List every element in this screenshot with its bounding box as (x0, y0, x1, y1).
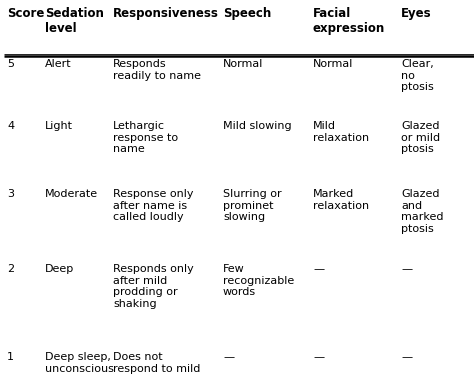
Text: Deep sleep,
unconscious: Deep sleep, unconscious (45, 352, 114, 374)
Text: Sedation
level: Sedation level (45, 7, 104, 35)
Text: Speech: Speech (223, 7, 271, 20)
Text: Deep: Deep (45, 264, 74, 274)
Text: —: — (313, 352, 324, 362)
Text: 2: 2 (7, 264, 14, 274)
Text: —: — (313, 264, 324, 274)
Text: —: — (401, 264, 412, 274)
Text: Marked
relaxation: Marked relaxation (313, 189, 369, 211)
Text: Slurring or
prominet
slowing: Slurring or prominet slowing (223, 189, 282, 222)
Text: 5: 5 (7, 59, 14, 69)
Text: Responds only
after mild
prodding or
shaking: Responds only after mild prodding or sha… (113, 264, 194, 309)
Text: Responsiveness: Responsiveness (113, 7, 219, 20)
Text: Few
recognizable
words: Few recognizable words (223, 264, 294, 297)
Text: Glazed
or mild
ptosis: Glazed or mild ptosis (401, 121, 440, 154)
Text: 4: 4 (7, 121, 14, 131)
Text: Lethargic
response to
name: Lethargic response to name (113, 121, 178, 154)
Text: Moderate: Moderate (45, 189, 98, 199)
Text: Responds
readily to name: Responds readily to name (113, 59, 201, 81)
Text: —: — (401, 352, 412, 362)
Text: Does not
respond to mild
prodding or
shaking: Does not respond to mild prodding or sha… (113, 352, 201, 374)
Text: Normal: Normal (223, 59, 264, 69)
Text: Alert: Alert (45, 59, 72, 69)
Text: Facial
expression: Facial expression (313, 7, 385, 35)
Text: Mild slowing: Mild slowing (223, 121, 292, 131)
Text: Response only
after name is
called loudly: Response only after name is called loudl… (113, 189, 193, 222)
Text: Normal: Normal (313, 59, 354, 69)
Text: Glazed
and
marked
ptosis: Glazed and marked ptosis (401, 189, 444, 234)
Text: 1: 1 (7, 352, 14, 362)
Text: —: — (223, 352, 234, 362)
Text: Eyes: Eyes (401, 7, 432, 20)
Text: Clear,
no
ptosis: Clear, no ptosis (401, 59, 434, 92)
Text: Score: Score (7, 7, 45, 20)
Text: Mild
relaxation: Mild relaxation (313, 121, 369, 142)
Text: Light: Light (45, 121, 73, 131)
Text: 3: 3 (7, 189, 14, 199)
